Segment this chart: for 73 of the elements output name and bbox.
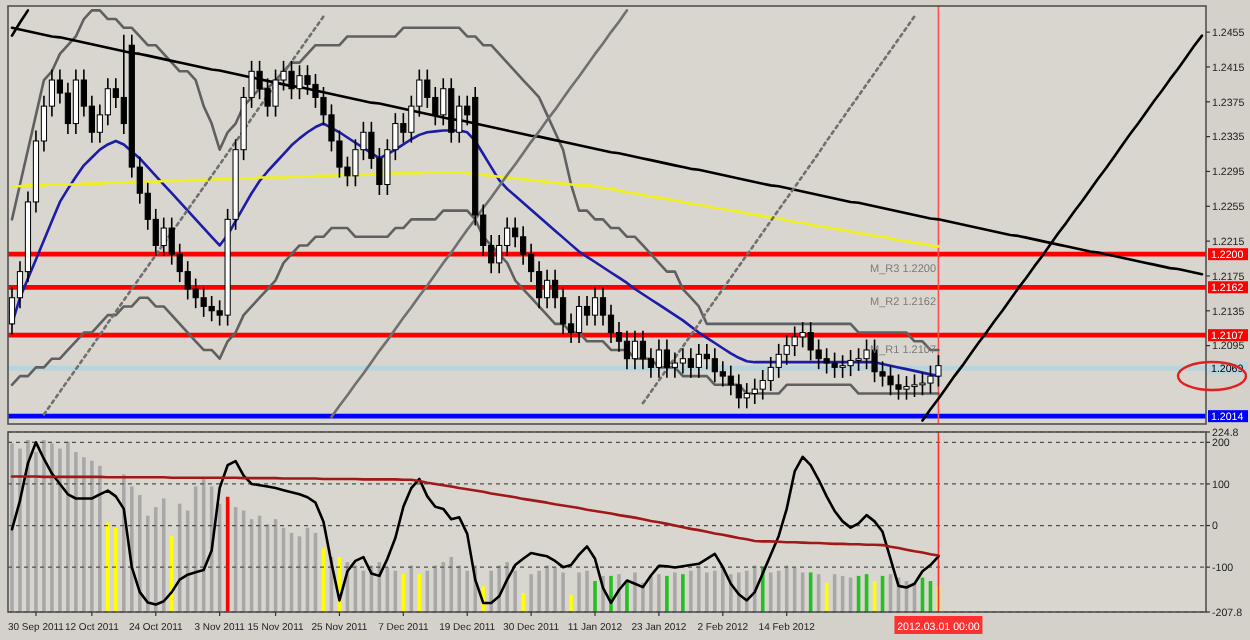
candlestick [160, 216, 167, 257]
candlestick [823, 347, 830, 375]
candlestick [631, 330, 639, 370]
candlestick [575, 295, 583, 344]
candlestick [200, 286, 207, 318]
candlestick [751, 377, 758, 405]
candlestick [456, 94, 463, 144]
candlestick [607, 303, 615, 344]
candlestick [727, 364, 734, 397]
candlestick [264, 77, 271, 118]
line-series [42, 15, 325, 416]
candlestick [432, 86, 439, 127]
candlestick [839, 354, 846, 379]
candlestick [935, 354, 942, 388]
candlestick [847, 349, 854, 377]
candlestick [504, 216, 511, 257]
candlestick [671, 351, 678, 379]
candlestick [72, 68, 79, 135]
candlestick [655, 338, 663, 379]
candlestick [855, 347, 862, 372]
candlestick [448, 77, 455, 144]
candlestick [759, 369, 766, 401]
candlestick [312, 73, 319, 109]
candlestick [520, 225, 527, 266]
candlestick [919, 371, 926, 397]
candlestick [831, 351, 838, 379]
candlestick [256, 60, 263, 100]
candlestick [591, 286, 599, 327]
candlestick [64, 81, 71, 135]
candlestick [639, 330, 647, 370]
candlestick [815, 338, 822, 370]
candlestick [559, 286, 567, 336]
candlestick [288, 60, 295, 100]
line-series [10, 9, 940, 352]
candlestick [895, 373, 902, 401]
candlestick [647, 347, 655, 379]
candlestick [735, 373, 742, 410]
candlestick [887, 364, 894, 397]
candlestick [440, 77, 447, 127]
candlestick [400, 112, 407, 144]
candlestick [536, 260, 543, 309]
candlestick [799, 321, 806, 349]
candlestick [903, 375, 910, 401]
candlestick [623, 330, 631, 370]
candlestick [544, 269, 551, 309]
candlestick [496, 234, 503, 275]
candlestick [687, 347, 694, 379]
candlestick [767, 356, 774, 392]
candlestick [807, 321, 814, 362]
candlestick [719, 360, 726, 388]
line-series [10, 475, 940, 557]
line-series [330, 9, 629, 419]
candlestick [272, 68, 279, 118]
candlestick [703, 343, 710, 370]
candlestick [512, 216, 519, 249]
candlestick [208, 295, 215, 323]
candlestick [615, 321, 623, 353]
candlestick [695, 343, 702, 379]
candlestick [911, 373, 918, 398]
candlestick [743, 382, 750, 410]
candlestick [679, 347, 686, 375]
candlestick [168, 216, 175, 266]
candlestick [583, 295, 591, 327]
candlestick [927, 364, 934, 395]
candlestick [296, 64, 303, 100]
candlestick [304, 64, 311, 96]
candlestick [104, 77, 111, 127]
candlestick [863, 338, 870, 370]
candlestick [352, 138, 359, 188]
candlestick [599, 286, 607, 327]
candlestick [711, 347, 718, 383]
candlestick [663, 338, 670, 379]
candlestick [791, 325, 798, 357]
